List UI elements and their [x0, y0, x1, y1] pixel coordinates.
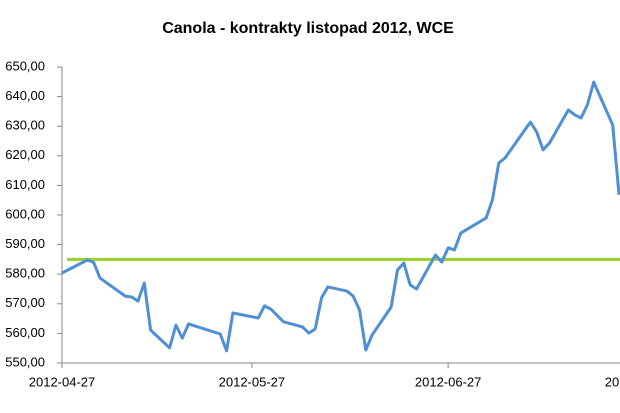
x-tick-label: 2012-05-27	[219, 374, 286, 389]
y-tick-label: 650,00	[5, 58, 45, 73]
y-tick-label: 610,00	[5, 177, 45, 192]
x-tick-label: 2012-07-27	[605, 374, 620, 389]
y-tick-label: 560,00	[5, 325, 45, 340]
y-tick-label: 570,00	[5, 295, 45, 310]
y-tick-label: 640,00	[5, 88, 45, 103]
y-tick-label: 580,00	[5, 266, 45, 281]
y-tick-label: 620,00	[5, 147, 45, 162]
chart-title: Canola - kontrakty listopad 2012, WCE	[162, 20, 454, 37]
y-tick-label: 590,00	[5, 236, 45, 251]
y-tick-label: 550,00	[5, 354, 45, 369]
y-tick-label: 630,00	[5, 118, 45, 133]
x-tick-label: 2012-06-27	[415, 374, 482, 389]
line-series	[61, 80, 620, 353]
y-tick-label: 600,00	[5, 206, 45, 221]
x-tick-label: 2012-04-27	[29, 374, 96, 389]
